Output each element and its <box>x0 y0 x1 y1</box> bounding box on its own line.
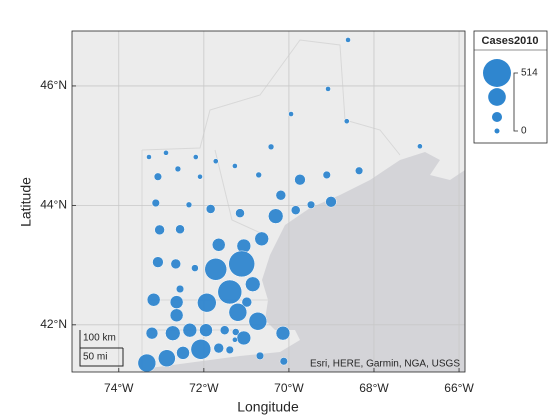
y-axis-label: Latitude <box>18 177 34 227</box>
bubble <box>306 200 316 209</box>
bubble <box>248 311 268 331</box>
bubble <box>163 150 169 156</box>
bubble <box>217 279 243 305</box>
bubble <box>275 190 287 201</box>
bubble <box>343 118 350 124</box>
bubble <box>345 37 351 43</box>
bubble <box>267 143 275 151</box>
bubble <box>236 330 252 346</box>
bubble <box>225 345 234 354</box>
scale-label: 50 mi <box>83 352 107 363</box>
bubble <box>294 174 306 186</box>
y-tick-label: 44°N <box>40 198 67 212</box>
bubble <box>279 357 288 366</box>
bubble <box>219 325 230 335</box>
bubble <box>182 322 198 338</box>
legend-bubble <box>483 59 511 87</box>
bubble <box>174 165 182 173</box>
map-ocean <box>150 152 465 372</box>
bubble <box>212 158 219 165</box>
bubble <box>241 296 253 308</box>
legend-bubble <box>488 88 506 106</box>
bubble <box>325 86 331 92</box>
bubble <box>211 238 226 252</box>
bubble <box>255 351 265 360</box>
bubble <box>197 293 217 313</box>
bubble <box>235 208 245 218</box>
bubble <box>199 323 213 337</box>
bubble <box>417 143 423 150</box>
bubble <box>175 284 185 294</box>
legend-bubble <box>494 128 500 134</box>
bubble <box>254 231 269 247</box>
axes-box <box>71 30 466 373</box>
bubble <box>169 308 184 323</box>
bubble <box>191 264 199 272</box>
attribution: Esri, HERE, Garmin, NGA, USGS <box>310 359 460 370</box>
bubble <box>169 295 184 309</box>
bubble <box>355 166 364 175</box>
bubble <box>197 173 203 180</box>
x-tick-label: 74°W <box>104 381 134 395</box>
bubble <box>154 224 165 236</box>
legend-size-label: 0 <box>521 126 527 137</box>
legend-bracket <box>513 72 518 132</box>
bubble <box>146 292 161 307</box>
size-legend: Cases2010 514 0 <box>473 30 548 144</box>
scale-label: 100 km <box>83 333 116 344</box>
y-tick-label: 46°N <box>40 78 67 92</box>
bubble <box>146 154 152 160</box>
x-tick-label: 66°W <box>444 381 474 395</box>
bubble <box>175 224 185 235</box>
x-tick-label: 72°W <box>189 381 219 395</box>
legend-box <box>473 30 548 144</box>
bubble <box>213 342 224 354</box>
map-borders <box>141 39 401 372</box>
bubble <box>176 346 190 360</box>
bubble <box>322 170 331 180</box>
legend-bubble <box>491 111 503 123</box>
bubble <box>231 328 240 336</box>
bubble <box>268 208 284 224</box>
bubble <box>228 250 255 278</box>
bubble <box>228 303 248 322</box>
bubble <box>158 349 176 368</box>
bubble <box>204 258 228 281</box>
legend-title: Cases2010 <box>482 35 539 47</box>
bubble <box>232 163 238 169</box>
bubble <box>205 204 216 214</box>
bubble <box>255 171 262 179</box>
bubble <box>192 154 199 160</box>
bubble <box>190 339 212 360</box>
bubble <box>165 325 181 341</box>
bubble <box>290 205 301 215</box>
bubble <box>288 111 294 117</box>
bubble <box>151 198 160 208</box>
bubble <box>275 325 291 341</box>
x-tick-label: 70°W <box>274 381 304 395</box>
bubble <box>145 326 159 340</box>
x-axis-label: Longitude <box>237 399 299 415</box>
y-tick-label: 42°N <box>40 317 67 331</box>
bubble <box>153 172 163 181</box>
bubble <box>170 258 181 270</box>
bubble <box>245 276 261 292</box>
bubble <box>137 353 157 373</box>
bubble <box>232 336 238 343</box>
x-tick-label: 68°W <box>359 381 389 395</box>
bubble <box>152 256 164 268</box>
bubble <box>325 196 337 208</box>
bubble <box>185 201 193 208</box>
legend-size-label: 514 <box>521 68 538 79</box>
scale-bar: 100 km 50 mi <box>79 330 124 367</box>
